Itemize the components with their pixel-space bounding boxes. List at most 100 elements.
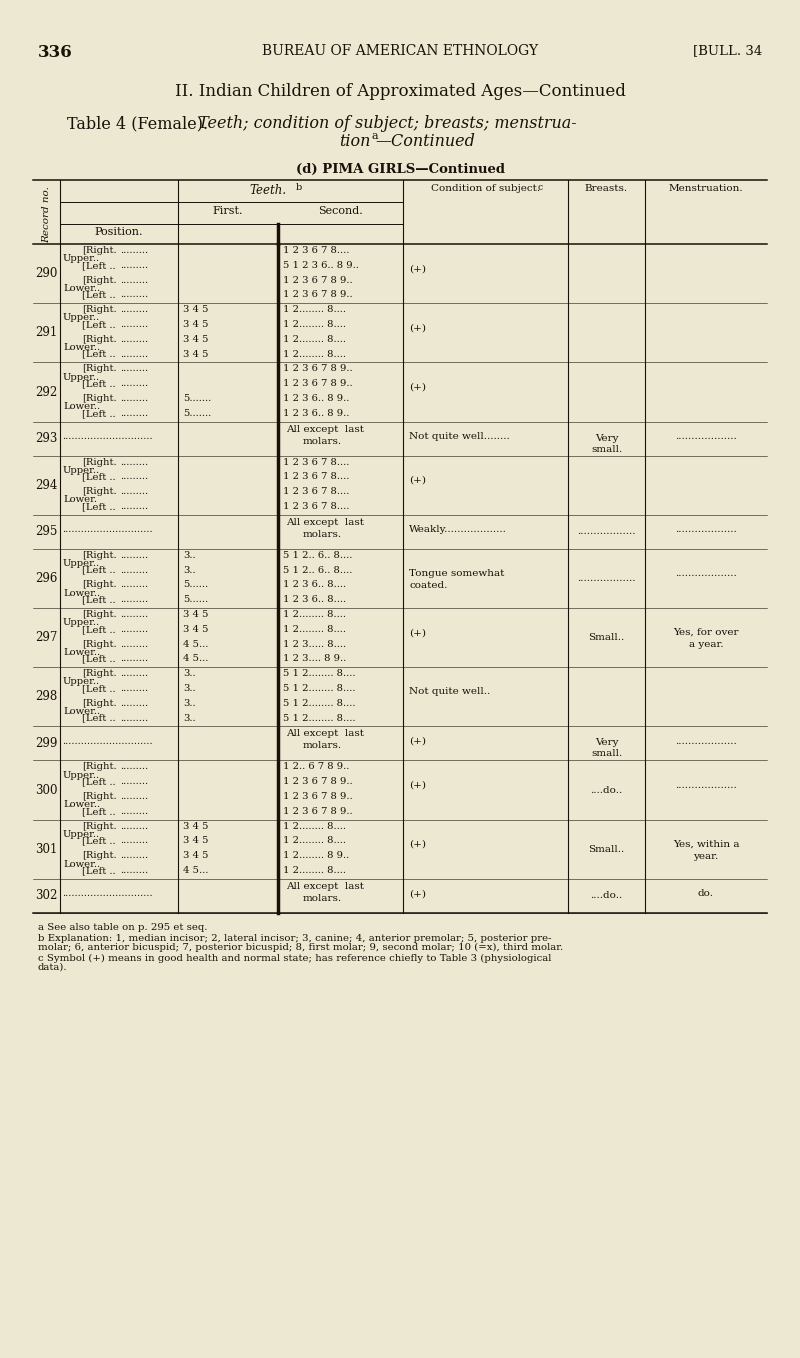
Text: c Symbol (+) means in good health and normal state; has reference chiefly to Tab: c Symbol (+) means in good health and no…	[38, 953, 551, 963]
Text: a See also table on p. 295 et seq.: a See also table on p. 295 et seq.	[38, 923, 207, 932]
Text: 5......: 5......	[183, 580, 208, 589]
Text: c: c	[538, 183, 542, 191]
Text: 1 2 3 6 7 8 9..: 1 2 3 6 7 8 9..	[283, 291, 353, 299]
Text: ...................: ...................	[675, 781, 737, 789]
Text: 3..: 3..	[183, 551, 196, 559]
Text: 302: 302	[35, 889, 58, 902]
Text: .............................: .............................	[62, 432, 153, 441]
Text: .........: .........	[120, 335, 148, 344]
Text: 3..: 3..	[183, 669, 196, 678]
Text: 1 2 3 6 7 8 9..: 1 2 3 6 7 8 9..	[283, 807, 353, 816]
Text: 3 4 5: 3 4 5	[183, 610, 209, 619]
Text: 296: 296	[35, 572, 58, 585]
Text: 3 4 5: 3 4 5	[183, 851, 209, 860]
Text: 1 2 3 6 7 8....: 1 2 3 6 7 8....	[283, 473, 350, 481]
Text: 5 1 2.. 6.. 8....: 5 1 2.. 6.. 8....	[283, 565, 352, 574]
Text: 1 2 3 6 7 8 9..: 1 2 3 6 7 8 9..	[283, 777, 353, 786]
Text: (+): (+)	[409, 839, 426, 849]
Text: 294: 294	[35, 479, 58, 492]
Text: a year.: a year.	[689, 640, 723, 649]
Text: .........: .........	[120, 488, 148, 496]
Text: ...................: ...................	[675, 526, 737, 534]
Text: (d) PIMA GIRLS—Continued: (d) PIMA GIRLS—Continued	[295, 163, 505, 177]
Text: .........: .........	[120, 261, 148, 270]
Text: .........: .........	[120, 379, 148, 388]
Text: 3 4 5: 3 4 5	[183, 349, 209, 359]
Text: [BULL. 34: [BULL. 34	[693, 43, 762, 57]
Text: .........: .........	[120, 669, 148, 678]
Text: [Right.: [Right.	[82, 551, 117, 559]
Text: .........: .........	[120, 349, 148, 359]
Text: [Right.: [Right.	[82, 364, 117, 373]
Text: 299: 299	[35, 737, 58, 750]
Text: [Right.: [Right.	[82, 488, 117, 496]
Text: [Right.: [Right.	[82, 246, 117, 255]
Text: 1 2........ 8....: 1 2........ 8....	[283, 320, 346, 329]
Text: 3 4 5: 3 4 5	[183, 822, 209, 831]
Text: All except  last: All except last	[286, 729, 364, 739]
Text: Not quite well..: Not quite well..	[409, 687, 490, 697]
Text: [Left ..: [Left ..	[82, 807, 116, 816]
Text: .........: .........	[120, 684, 148, 693]
Text: Lower..: Lower..	[63, 708, 100, 716]
Text: Very: Very	[594, 739, 618, 747]
Text: (+): (+)	[409, 383, 426, 391]
Text: 1 2.. 6 7 8 9..: 1 2.. 6 7 8 9..	[283, 762, 350, 771]
Text: [Right.: [Right.	[82, 640, 117, 649]
Text: Upper..: Upper..	[63, 559, 100, 568]
Text: Record no.: Record no.	[42, 186, 51, 243]
Text: Menstruation.: Menstruation.	[669, 183, 743, 193]
Text: b: b	[296, 183, 302, 191]
Text: [Right.: [Right.	[82, 276, 117, 285]
Text: (+): (+)	[409, 323, 426, 333]
Text: 1 2 3 6.. 8 9..: 1 2 3 6.. 8 9..	[283, 394, 350, 403]
Text: Lower..: Lower..	[63, 402, 100, 411]
Text: (+): (+)	[409, 263, 426, 273]
Text: Condition of subject.: Condition of subject.	[431, 183, 540, 193]
Text: 1 2........ 8....: 1 2........ 8....	[283, 625, 346, 634]
Text: Upper..: Upper..	[63, 830, 100, 839]
Text: 4 5...: 4 5...	[183, 640, 208, 649]
Text: .........: .........	[120, 394, 148, 403]
Text: .........: .........	[120, 625, 148, 634]
Text: 291: 291	[35, 326, 58, 340]
Text: 1 2 3.... 8 9..: 1 2 3.... 8 9..	[283, 655, 346, 664]
Text: .........: .........	[120, 473, 148, 481]
Text: .........: .........	[120, 807, 148, 816]
Text: All except  last: All except last	[286, 517, 364, 527]
Text: .........: .........	[120, 458, 148, 467]
Text: [Right.: [Right.	[82, 610, 117, 619]
Text: 295: 295	[35, 526, 58, 538]
Text: (+): (+)	[409, 889, 426, 898]
Text: Lower..: Lower..	[63, 860, 100, 869]
Text: .........: .........	[120, 866, 148, 875]
Text: .........: .........	[120, 762, 148, 771]
Text: ..................: ..................	[578, 527, 636, 536]
Text: Very: Very	[594, 433, 618, 443]
Text: [Left ..: [Left ..	[82, 261, 116, 270]
Text: [Right.: [Right.	[82, 394, 117, 403]
Text: (+): (+)	[409, 629, 426, 637]
Text: 1 2 3..... 8....: 1 2 3..... 8....	[283, 640, 346, 649]
Text: .........: .........	[120, 792, 148, 801]
Text: 5 1 2.. 6.. 8....: 5 1 2.. 6.. 8....	[283, 551, 352, 559]
Text: .........: .........	[120, 565, 148, 574]
Text: small.: small.	[591, 444, 622, 454]
Text: 293: 293	[35, 432, 58, 445]
Text: Breasts.: Breasts.	[585, 183, 628, 193]
Text: 300: 300	[35, 784, 58, 797]
Text: 5.......: 5.......	[183, 409, 211, 418]
Text: [Right.: [Right.	[82, 669, 117, 678]
Text: .........: .........	[120, 276, 148, 285]
Text: [Left ..: [Left ..	[82, 866, 116, 875]
Text: [Right.: [Right.	[82, 822, 117, 831]
Text: .........: .........	[120, 655, 148, 664]
Text: [Right.: [Right.	[82, 851, 117, 860]
Text: 1 2 3 6 7 8 9..: 1 2 3 6 7 8 9..	[283, 276, 353, 285]
Text: .........: .........	[120, 580, 148, 589]
Text: .........: .........	[120, 364, 148, 373]
Text: ..................: ..................	[578, 574, 636, 583]
Text: Upper..: Upper..	[63, 678, 100, 687]
Text: 1 2 3 6.. 8 9..: 1 2 3 6.. 8 9..	[283, 409, 350, 418]
Text: [Left ..: [Left ..	[82, 713, 116, 722]
